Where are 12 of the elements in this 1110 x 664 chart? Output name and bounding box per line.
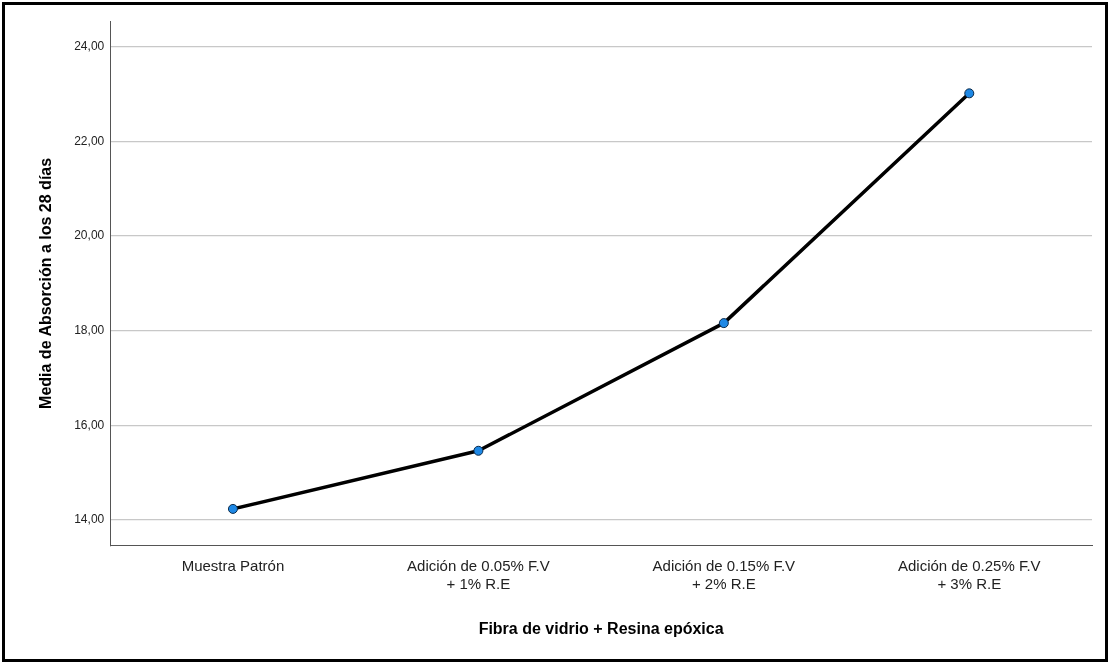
y-tick-label: 24,00 [74, 39, 105, 54]
y-tick-label: 16,00 [74, 417, 105, 432]
x-tick-label: Adición de 0.15% F.V + 2% R.E [652, 556, 796, 592]
x-tick-label: Adición de 0.05% F.V + 1% R.E [407, 556, 550, 592]
y-tick-label: 22,00 [74, 133, 105, 148]
x-tick-label: Adición de 0.25% F.V + 3% R.E [897, 556, 1041, 592]
x-axis-title: Fibra de vidrio + Resina epóxica [478, 619, 724, 637]
y-tick-label: 14,00 [74, 512, 105, 527]
y-tick-label: 20,00 [74, 228, 105, 243]
y-axis-title: Media de Absorción a los 28 días [37, 157, 55, 409]
x-tick-label: Muestra Patrón [181, 556, 285, 574]
y-tick-label: 18,00 [74, 322, 105, 337]
